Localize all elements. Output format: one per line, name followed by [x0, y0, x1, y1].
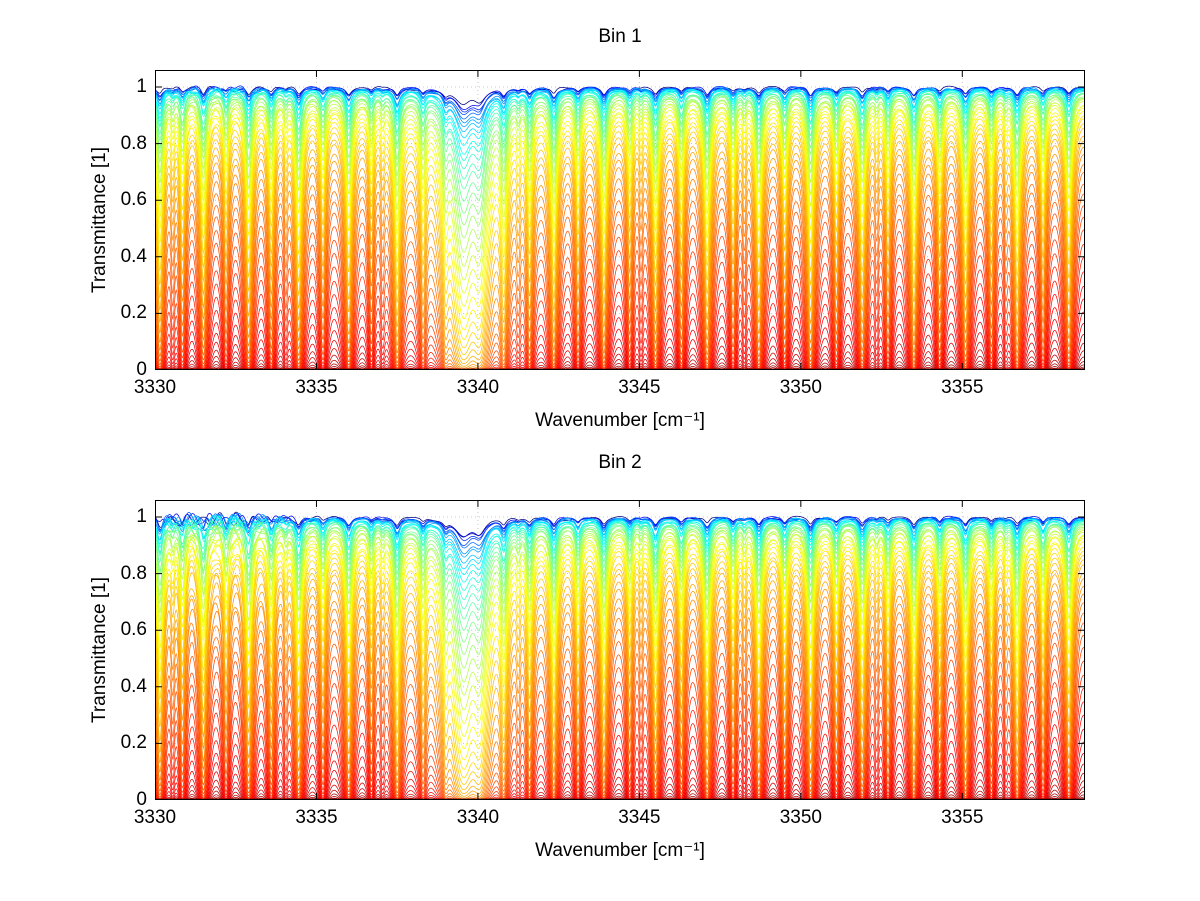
x-axis-label-bin1: Wavenumber [cm⁻¹] [535, 410, 705, 431]
x-tick-label: 3350 [779, 377, 822, 398]
y-tick-label: 0.4 [120, 675, 147, 697]
y-axis-label-bin1: Transmittance [1] [89, 146, 110, 294]
x-tick-label: 3355 [941, 807, 984, 828]
y-tick-label: 0.2 [120, 732, 147, 754]
plot-title-bin1: Bin 1 [598, 26, 642, 47]
plot-title-bin2: Bin 2 [598, 452, 642, 473]
x-tick-label: 3330 [133, 807, 177, 828]
y-axis-label-bin2: Transmittance [1] [89, 576, 110, 724]
x-tick-label: 3335 [295, 377, 338, 398]
x-tick-label: 3355 [941, 377, 984, 398]
y-tick-label: 0.6 [120, 619, 147, 641]
x-tick-label: 3340 [456, 377, 500, 398]
x-tick-label: 3340 [456, 807, 500, 828]
y-tick-label: 0.8 [120, 132, 147, 154]
x-tick-label: 3350 [779, 807, 822, 828]
x-axis-label-bin2: Wavenumber [cm⁻¹] [535, 840, 705, 861]
x-tick-label: 3335 [295, 807, 338, 828]
y-tick-label: 0 [136, 359, 147, 380]
spectra-plot-canvas-bin2 [155, 500, 1085, 800]
y-tick-label: 0.8 [120, 562, 147, 584]
x-tick-label: 3345 [618, 807, 661, 828]
x-tick-label: 3345 [618, 377, 661, 398]
y-tick-label: 0 [136, 789, 147, 810]
x-tick-label: 3330 [133, 377, 177, 398]
y-tick-label: 0.4 [120, 245, 147, 267]
spectra-plot-canvas-bin1 [155, 70, 1085, 370]
y-tick-label: 1 [136, 505, 147, 527]
y-tick-label: 0.2 [120, 302, 147, 324]
y-tick-label: 1 [136, 75, 147, 97]
y-tick-label: 0.6 [120, 189, 147, 211]
